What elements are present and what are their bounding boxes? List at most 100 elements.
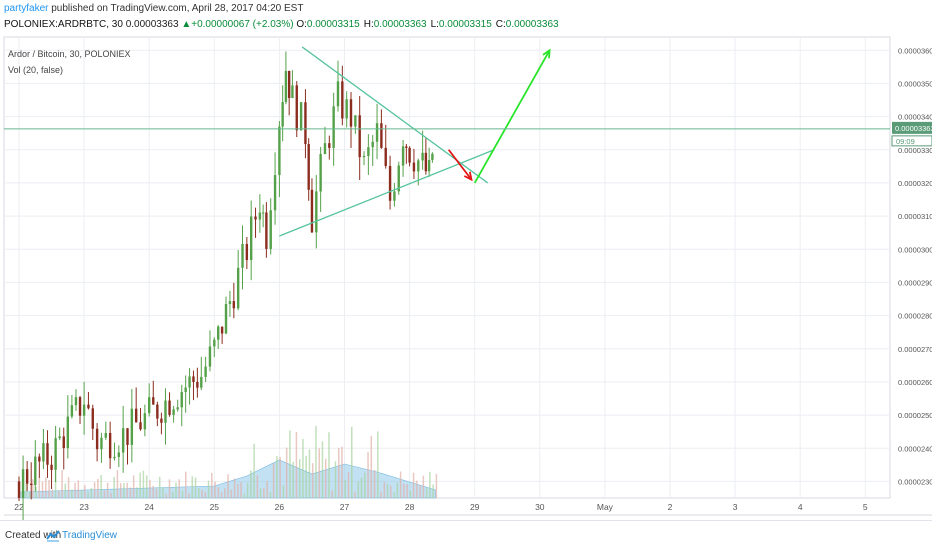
volume-bar — [110, 492, 112, 498]
countdown-tag — [891, 135, 932, 147]
volume-bar — [35, 486, 37, 498]
volume-bar — [256, 475, 259, 498]
last-price-text: 0.00003363 — [125, 19, 179, 30]
candle-body — [354, 115, 357, 127]
candle-body — [228, 301, 232, 304]
volume-bar — [100, 475, 102, 498]
candle-body — [427, 159, 431, 172]
volume-bar — [364, 472, 366, 498]
volume-bar — [396, 482, 399, 498]
x-tick-label: May — [597, 502, 614, 512]
candle-body — [87, 404, 90, 409]
volume-bar — [51, 489, 54, 498]
tradingview-brand-link[interactable]: TradingView — [62, 530, 118, 541]
volume-bar — [139, 472, 141, 498]
x-tick-label: 23 — [79, 502, 89, 512]
candle-body — [258, 212, 262, 220]
candle-body — [319, 153, 322, 192]
legend-title: Ardor / Bitcoin, 30, POLONIEX — [8, 49, 131, 59]
volume-bar — [393, 492, 395, 498]
candle-body — [241, 243, 244, 268]
volume-bar — [58, 490, 60, 498]
volume-bar — [45, 477, 47, 498]
candle-body — [126, 428, 129, 445]
candle-body — [384, 147, 387, 166]
candle-body — [82, 404, 86, 416]
plot-frame — [3, 36, 891, 499]
volume-bar — [367, 452, 369, 498]
volume-bar — [399, 471, 402, 498]
candle-body — [287, 70, 291, 99]
candle-body — [299, 102, 303, 131]
candle-body — [295, 85, 298, 131]
candle-body — [315, 191, 318, 233]
candle-body — [213, 339, 216, 347]
volume-bar — [390, 485, 392, 498]
volume-bar — [425, 488, 428, 498]
volume-bar — [181, 490, 184, 498]
volume-bar — [250, 470, 252, 498]
volume-bar — [269, 491, 272, 498]
candle-body — [38, 456, 41, 462]
volume-bar — [178, 479, 180, 498]
volume-bar — [207, 480, 210, 498]
volume-bar — [61, 470, 63, 498]
volume-bar — [289, 430, 291, 498]
volume-bar — [237, 483, 239, 498]
x-tick-label: 3 — [733, 502, 738, 512]
candle-body — [66, 416, 70, 449]
candle-body — [254, 216, 257, 220]
candle-body — [424, 152, 428, 172]
candle-body — [220, 326, 224, 334]
volume-bar — [198, 488, 200, 498]
candle-body — [108, 433, 112, 459]
volume-bar — [279, 457, 281, 498]
candle-body — [265, 212, 268, 249]
volume-bar — [67, 477, 70, 498]
volume-bar — [74, 482, 76, 498]
close-value: 0.00003363 — [505, 19, 559, 30]
volume-bar — [416, 480, 418, 498]
candle-body — [278, 126, 281, 176]
candle-body — [349, 99, 353, 127]
symbol-label: POLONIEX:ARDRBTC, 30 — [4, 19, 123, 30]
volume-bar — [175, 482, 177, 498]
x-tick-label: 28 — [405, 502, 415, 512]
x-tick-label: 25 — [210, 502, 220, 512]
candle-body — [217, 326, 220, 340]
volume-bar — [285, 447, 288, 498]
candle-body — [200, 376, 203, 388]
volume-bar — [311, 463, 314, 498]
volume-bar — [263, 488, 265, 498]
x-tick-label: 4 — [798, 502, 803, 512]
volume-bar — [214, 481, 216, 498]
candle-body — [58, 436, 61, 439]
volume-bar — [87, 492, 89, 498]
volume-bar — [253, 443, 255, 498]
x-tick-label: 24 — [144, 502, 154, 512]
candle-body — [121, 428, 125, 453]
volume-bar — [409, 490, 412, 498]
candle-body — [307, 144, 310, 190]
high-label: H: — [363, 19, 374, 30]
candle-body — [408, 147, 411, 163]
candle-body — [261, 212, 265, 214]
candle-body — [328, 143, 331, 148]
volume-bar — [25, 482, 28, 498]
countdown-label: 09:09 — [896, 137, 915, 146]
candle-body — [113, 456, 116, 459]
volume-bar — [80, 490, 83, 498]
candle-body — [117, 452, 121, 457]
author-link[interactable]: partyfaker — [4, 3, 49, 14]
candle-body — [143, 413, 147, 430]
candle-body — [310, 189, 314, 233]
candle-body — [30, 483, 33, 486]
